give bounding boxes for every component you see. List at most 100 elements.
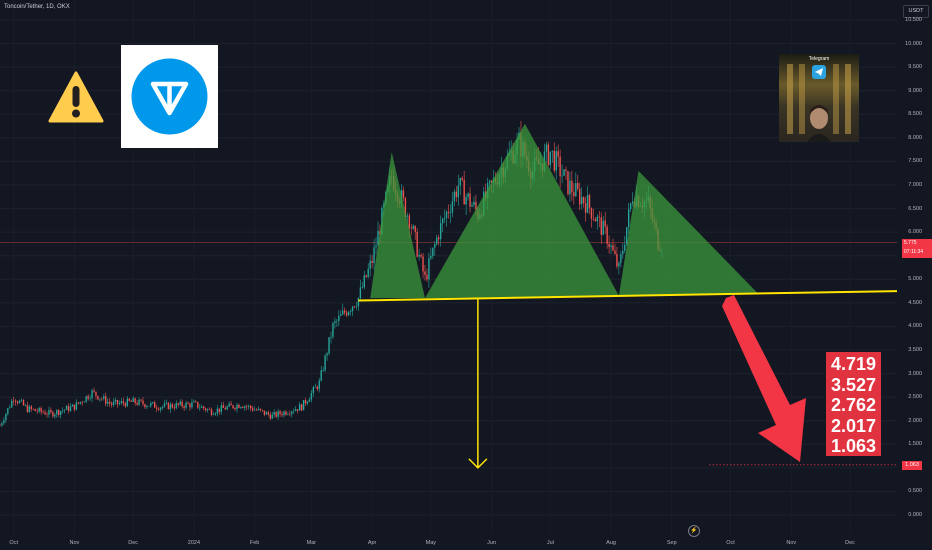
y-tick-label: 8.000: [908, 134, 922, 141]
candle-body: [222, 405, 224, 408]
candle-body: [447, 211, 450, 214]
candle-body: [377, 230, 379, 246]
candle-body: [604, 220, 606, 227]
candle-body: [626, 227, 628, 245]
candle-body: [451, 201, 454, 213]
candle-body: [571, 180, 573, 193]
y-tick-label: 6.500: [908, 205, 922, 212]
candle-body: [271, 414, 273, 419]
candle-body: [580, 197, 583, 205]
candle-body: [293, 411, 295, 412]
candle-body: [629, 203, 632, 210]
candle-body: [443, 217, 446, 219]
candle-body: [404, 198, 407, 217]
y-tick-label: 5.000: [908, 276, 922, 283]
candle-body: [300, 404, 303, 411]
candle-body: [165, 402, 168, 404]
candle-body: [414, 225, 416, 232]
x-tick-label: Oct: [9, 540, 18, 546]
x-tick-label: Apr: [367, 540, 377, 546]
candle-body: [73, 404, 76, 410]
candle-body: [50, 409, 52, 412]
candle-body: [322, 370, 324, 371]
candle-body: [124, 403, 127, 407]
candle-body: [314, 386, 317, 388]
candle-body: [363, 275, 365, 288]
candle-body: [295, 409, 297, 412]
candle-body: [569, 180, 571, 195]
candle-body: [467, 193, 469, 197]
candle-body: [273, 412, 275, 415]
candle-body: [152, 402, 154, 404]
candle-body: [582, 197, 585, 204]
candle-body: [14, 400, 17, 402]
candle-body: [416, 231, 418, 257]
candle-body: [269, 414, 271, 419]
candle-body: [136, 403, 138, 405]
candle-body: [150, 403, 152, 406]
candle-body: [584, 203, 587, 213]
candle-body: [342, 310, 344, 315]
candle-body: [9, 407, 11, 409]
candle-body: [567, 171, 569, 195]
x-tick-label: 2024: [187, 540, 201, 546]
candle-body: [206, 409, 209, 411]
candle-body: [34, 408, 36, 411]
candle-body: [412, 225, 414, 229]
candle-body: [97, 395, 99, 400]
candle-body: [596, 216, 599, 222]
candle-body: [465, 196, 467, 205]
candle-body: [183, 406, 185, 408]
candle-body: [320, 370, 322, 381]
candle-body: [1, 423, 3, 426]
bar-countdown: 07:11:34: [904, 249, 924, 255]
candle-body: [547, 144, 550, 165]
candle-body: [610, 245, 612, 247]
candle-body: [140, 399, 142, 401]
candle-body: [457, 185, 459, 198]
candle-body: [199, 407, 201, 409]
candle-body: [132, 398, 134, 402]
candle-body: [242, 406, 244, 408]
candle-body: [590, 207, 593, 219]
candle-body: [189, 403, 191, 408]
candle-body: [30, 406, 33, 409]
candle-body: [281, 414, 283, 416]
lightning-icon[interactable]: ⚡: [688, 525, 700, 537]
candle-body: [445, 211, 448, 218]
candle-body: [11, 400, 13, 408]
candle-body: [218, 408, 221, 412]
candle-body: [265, 412, 268, 415]
candle-body: [455, 191, 458, 198]
candle-body: [65, 405, 68, 410]
candle-body: [441, 218, 444, 224]
candle-body: [563, 169, 565, 176]
candle-body: [261, 409, 264, 411]
candle-body: [365, 275, 367, 277]
candle-body: [549, 151, 552, 165]
candle-body: [5, 413, 7, 421]
candle-body: [324, 355, 326, 371]
currency-button[interactable]: USDT: [903, 5, 929, 18]
candle-body: [79, 401, 81, 404]
candle-body: [195, 401, 197, 403]
candle-body: [592, 218, 595, 220]
candle-body: [277, 411, 279, 417]
candle-body: [406, 215, 409, 217]
candle-body: [193, 401, 195, 403]
candle-body: [606, 226, 608, 244]
candle-body: [75, 402, 78, 410]
y-tick-label: 6.000: [908, 229, 922, 236]
candle-body: [579, 188, 581, 205]
current-price-tag: 5.775 07:11:34: [902, 239, 932, 258]
x-tick-label: Sep: [666, 540, 677, 546]
candle-body: [420, 254, 422, 257]
candle-body: [91, 390, 93, 399]
x-tick-label: Nov: [786, 540, 797, 546]
candle-body: [110, 403, 113, 405]
candle-body: [107, 401, 109, 404]
candle-body: [212, 414, 215, 416]
candle-body: [20, 400, 23, 401]
candle-body: [594, 219, 597, 222]
